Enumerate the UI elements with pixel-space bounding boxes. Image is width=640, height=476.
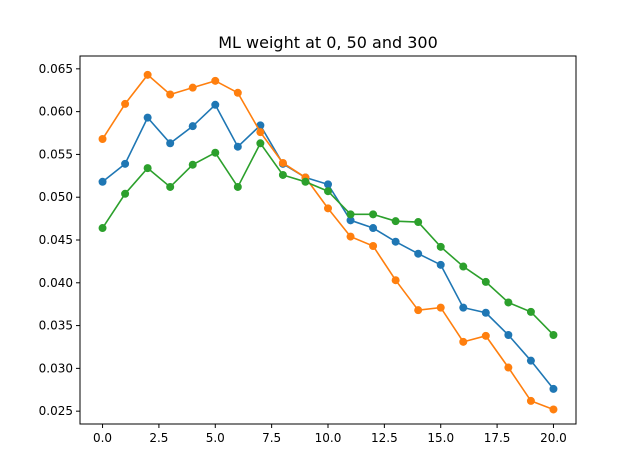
y-tick-label: 0.025 xyxy=(39,404,73,418)
x-tick-label: 0.0 xyxy=(93,431,112,445)
data-point xyxy=(459,303,468,312)
data-point xyxy=(369,241,378,250)
data-point xyxy=(166,182,175,191)
data-point xyxy=(233,142,242,151)
data-point xyxy=(211,76,220,85)
data-point xyxy=(211,148,220,157)
data-point xyxy=(188,83,197,92)
data-point xyxy=(121,99,130,108)
data-point xyxy=(436,303,445,312)
x-tick-label: 10.0 xyxy=(315,431,342,445)
y-tick-label: 0.035 xyxy=(39,319,73,333)
data-point xyxy=(121,159,130,168)
y-tick-label: 0.040 xyxy=(39,276,73,290)
data-point xyxy=(369,224,378,233)
data-point xyxy=(391,276,400,285)
data-point xyxy=(143,164,152,173)
y-tick-label: 0.065 xyxy=(39,62,73,76)
chart-title: ML weight at 0, 50 and 300 xyxy=(218,33,438,52)
series-line xyxy=(101,73,554,411)
y-tick-label: 0.060 xyxy=(39,105,73,119)
data-point xyxy=(301,177,310,186)
data-point xyxy=(436,242,445,251)
y-tick-label: 0.050 xyxy=(39,190,73,204)
data-point xyxy=(369,210,378,219)
x-tick-label: 17.5 xyxy=(484,431,511,445)
series-line xyxy=(102,103,555,390)
data-point xyxy=(549,384,558,393)
data-point xyxy=(504,298,513,307)
data-point xyxy=(391,217,400,226)
data-point xyxy=(143,70,152,79)
axis-ticks: 0.0 2.5 5.0 7.5 10.0 12.5 15.0 17.5 20.0 0.025 0.0… xyxy=(39,62,567,445)
data-point xyxy=(481,331,490,340)
series-3 xyxy=(98,139,558,339)
data-point xyxy=(414,218,423,227)
x-tick-label: 15.0 xyxy=(427,431,454,445)
x-tick-label: 2.5 xyxy=(149,431,168,445)
series-1 xyxy=(98,100,558,393)
data-point xyxy=(481,277,490,286)
series-layer xyxy=(98,70,558,414)
data-point xyxy=(391,237,400,246)
data-point xyxy=(233,88,242,97)
data-point xyxy=(504,363,513,372)
data-point xyxy=(549,330,558,339)
y-tick-label: 0.045 xyxy=(39,233,73,247)
data-point xyxy=(346,216,355,225)
data-point xyxy=(233,182,242,191)
x-tick-label: 5.0 xyxy=(206,431,225,445)
data-point xyxy=(414,306,423,315)
data-point xyxy=(324,187,332,196)
data-point xyxy=(459,262,468,271)
data-point xyxy=(549,405,558,414)
data-point xyxy=(481,308,490,317)
y-tick-label: 0.030 xyxy=(39,361,73,375)
data-point xyxy=(98,177,107,186)
x-tick-label: 12.5 xyxy=(371,431,398,445)
data-point xyxy=(256,128,265,137)
plot-area-frame xyxy=(79,55,577,425)
data-point xyxy=(436,260,445,269)
data-point xyxy=(504,330,513,339)
data-point xyxy=(188,160,197,169)
data-point xyxy=(166,90,175,99)
data-point xyxy=(526,356,535,365)
data-point xyxy=(324,180,332,189)
y-tick-label: 0.055 xyxy=(39,147,73,161)
data-point xyxy=(98,224,107,233)
data-point xyxy=(256,139,265,148)
data-point xyxy=(188,122,197,131)
series-line xyxy=(101,141,555,336)
data-point xyxy=(166,139,175,148)
data-point xyxy=(346,232,355,241)
data-point xyxy=(324,204,332,213)
data-point xyxy=(143,113,152,122)
data-point xyxy=(526,396,535,405)
x-tick-label: 7.5 xyxy=(262,431,281,445)
data-point xyxy=(121,189,130,198)
data-point xyxy=(98,135,107,144)
data-point xyxy=(211,100,220,109)
data-point xyxy=(278,158,287,167)
data-point xyxy=(346,210,355,219)
data-point xyxy=(278,170,287,179)
data-point xyxy=(414,249,423,258)
series-2 xyxy=(98,70,558,414)
data-point xyxy=(526,307,535,316)
data-point xyxy=(459,337,468,346)
x-tick-label: 20.0 xyxy=(540,431,567,445)
